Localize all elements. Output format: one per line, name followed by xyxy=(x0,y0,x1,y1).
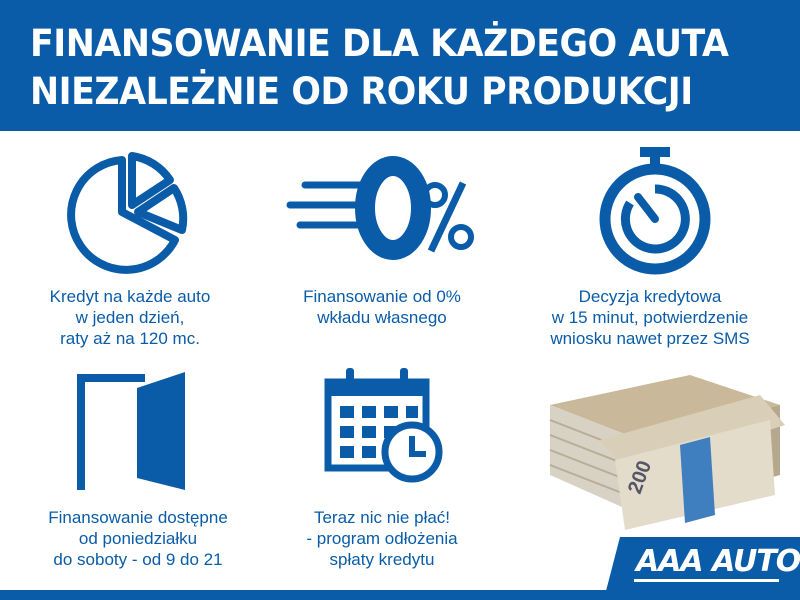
feature-caption: Decyzja kredytowa w 15 minut, potwierdze… xyxy=(520,286,780,349)
caption-line: - program odłożenia xyxy=(306,529,458,548)
open-door-icon xyxy=(77,372,185,490)
calendar-clock-icon xyxy=(324,368,443,483)
caption-line: w jeden dzień, xyxy=(75,308,185,327)
feature-caption: Teraz nic nie płać! - program odłożenia … xyxy=(252,507,512,570)
feature-caption: Finansowanie dostępne od poniedziałku do… xyxy=(8,507,268,570)
header-banner: FINANSOWANIE DLA KAŻDEGO AUTA NIEZALEŻNI… xyxy=(0,0,800,131)
zero-percent-icon xyxy=(286,156,474,260)
caption-line: spłaty kredytu xyxy=(329,550,435,569)
aaa-auto-logo: AAA AUTO xyxy=(606,537,800,591)
pie-chart-icon xyxy=(67,152,188,274)
caption-line: w 15 minut, potwierdzenie xyxy=(551,308,749,327)
feature-caption: Kredyt na każde auto w jeden dzień, raty… xyxy=(0,286,260,349)
headline-line-1: FINANSOWANIE DLA KAŻDEGO AUTA xyxy=(30,22,729,65)
caption-line: raty aż na 120 mc. xyxy=(60,329,200,348)
headline-line-2: NIEZALEŻNIE OD ROKU PRODUKCJI xyxy=(30,70,693,113)
caption-line: Finansowanie od 0% xyxy=(303,287,461,306)
caption-line: wkładu własnego xyxy=(317,308,447,327)
feature-caption: Finansowanie od 0% wkładu własnego xyxy=(252,286,512,328)
caption-line: Finansowanie dostępne xyxy=(48,508,228,527)
caption-line: wniosku nawet przez SMS xyxy=(550,329,750,348)
caption-line: Kredyt na każde auto xyxy=(49,287,211,306)
bottom-strip xyxy=(0,590,800,600)
stopwatch-icon xyxy=(599,147,711,275)
caption-line: od poniedziałku xyxy=(78,529,198,548)
logo-underline xyxy=(634,579,779,582)
caption-line: do soboty - od 9 do 21 xyxy=(53,550,223,569)
banknote-stack-image: 200 xyxy=(549,375,785,530)
caption-line: Teraz nic nie płać! xyxy=(313,508,451,527)
caption-line: Decyzja kredytowa xyxy=(578,287,722,306)
logo-text: AAA AUTO xyxy=(636,544,800,579)
